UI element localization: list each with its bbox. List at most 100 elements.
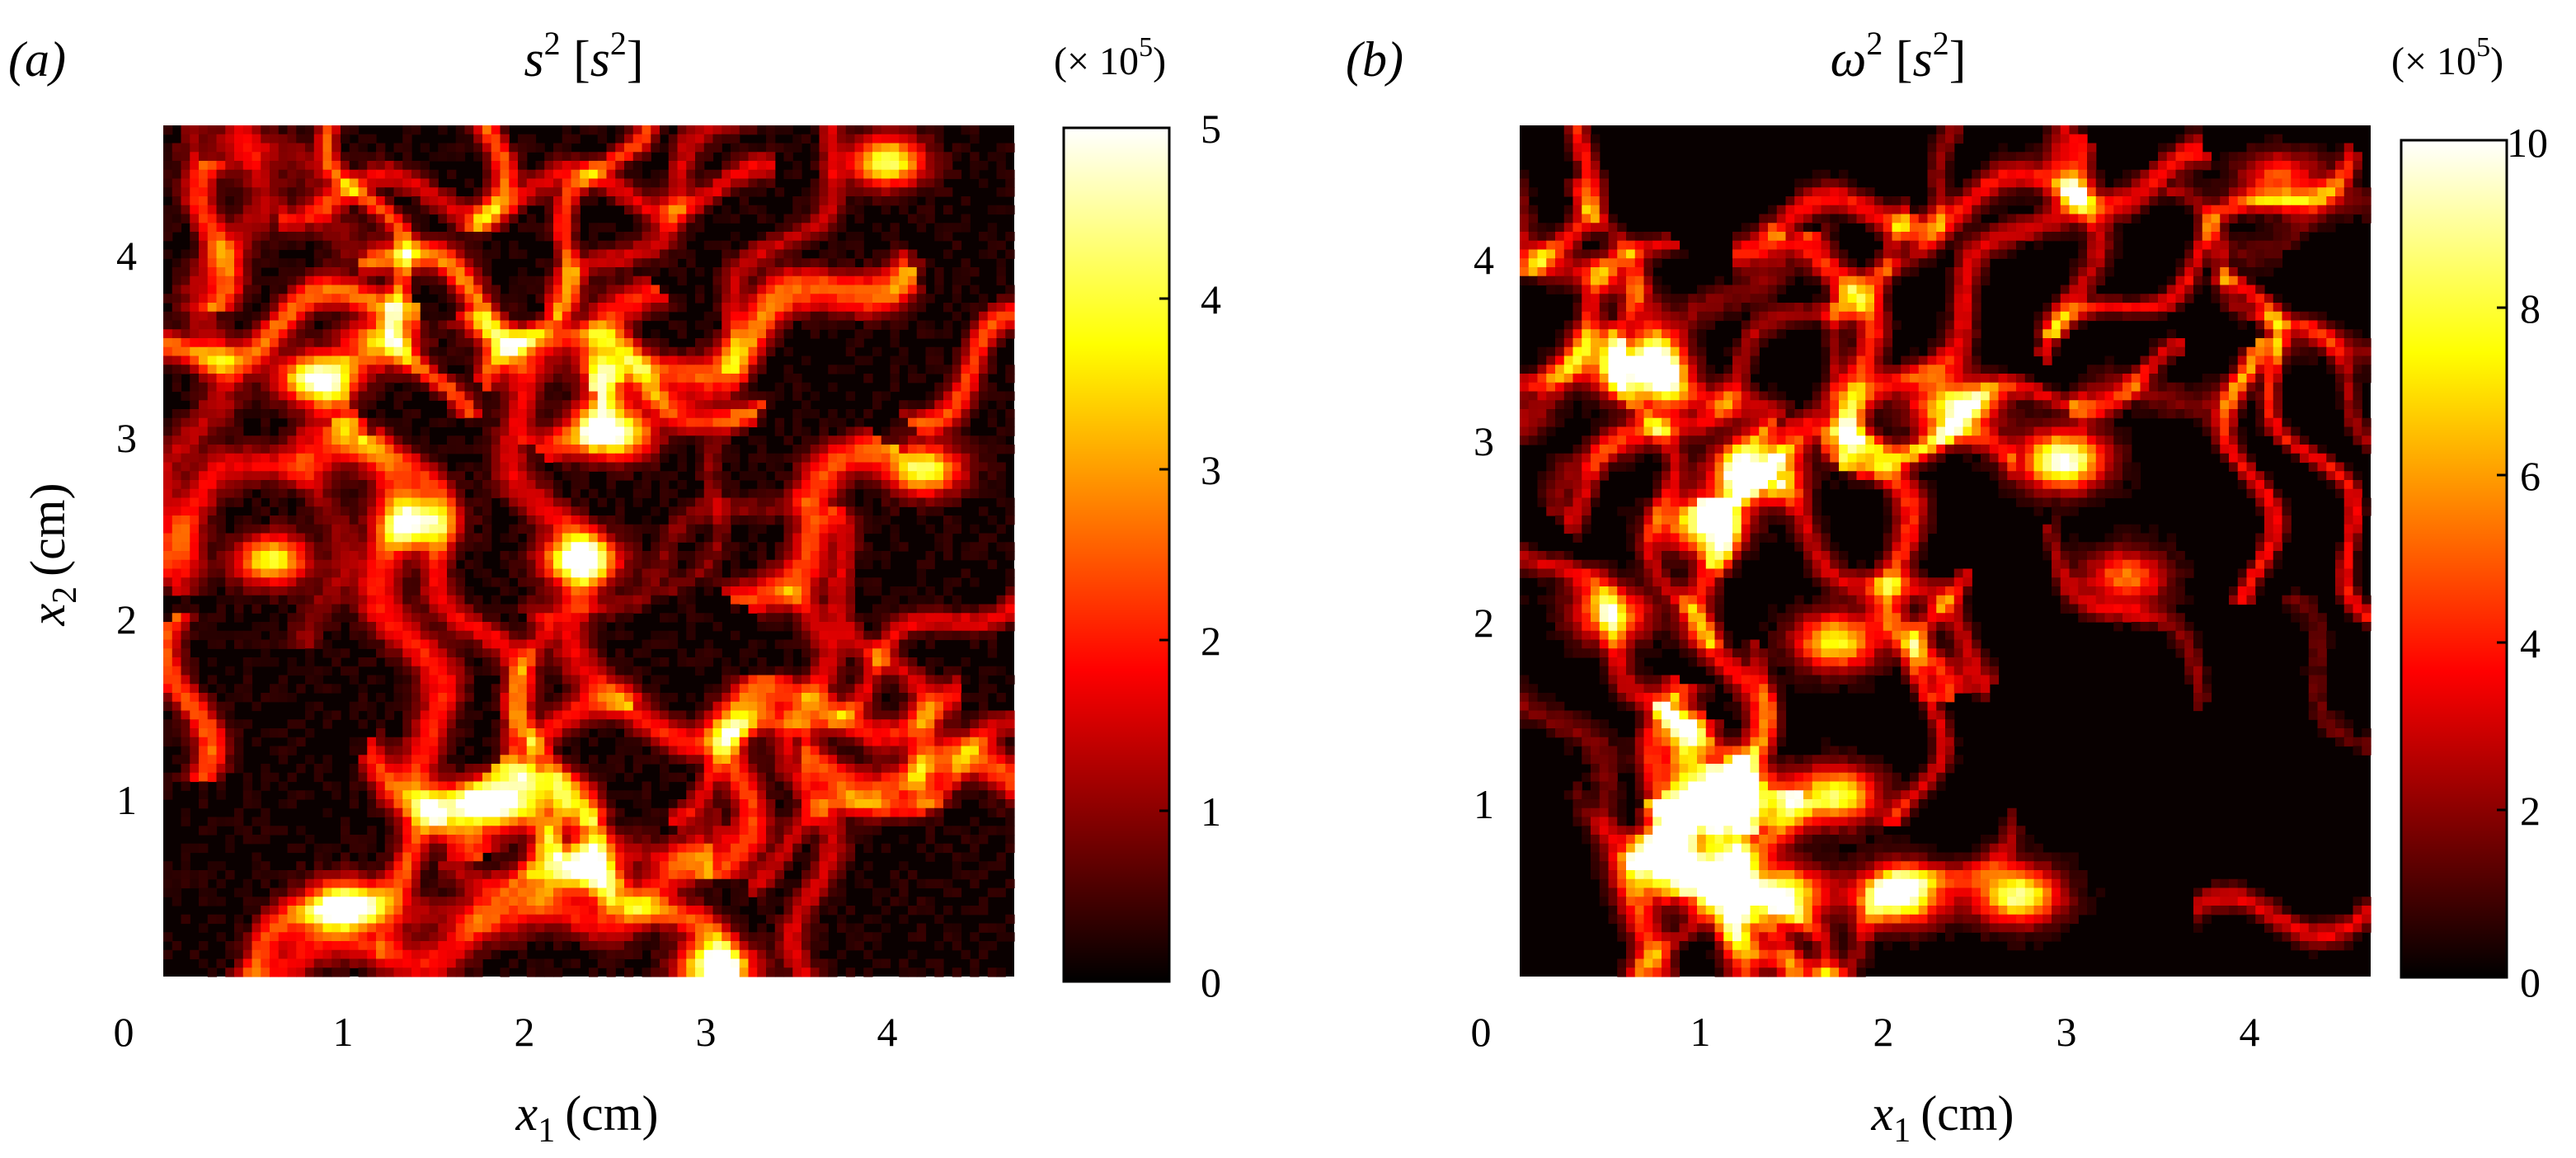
heatmap-cell xyxy=(961,303,971,313)
heatmap-cell xyxy=(455,542,466,552)
heatmap-cell xyxy=(270,143,280,153)
heatmap-cell xyxy=(686,169,696,180)
heatmap-cell xyxy=(970,488,980,499)
heatmap-cell xyxy=(367,338,377,348)
heatmap-cell xyxy=(242,693,253,703)
heatmap-cell xyxy=(562,559,572,570)
heatmap-cell xyxy=(845,161,856,171)
heatmap-cell xyxy=(190,311,200,322)
heatmap-cell xyxy=(916,152,927,162)
heatmap-cell xyxy=(810,258,820,268)
heatmap-cell xyxy=(890,152,900,162)
heatmap-cell xyxy=(580,639,590,649)
heatmap-cell xyxy=(961,320,971,330)
heatmap-cell xyxy=(305,205,315,215)
heatmap-cell xyxy=(615,320,625,330)
heatmap-cell xyxy=(695,497,705,507)
heatmap-cell xyxy=(234,303,244,313)
heatmap-cell xyxy=(731,480,740,490)
heatmap-cell xyxy=(961,267,971,277)
heatmap-cell xyxy=(624,657,634,667)
heatmap-cell xyxy=(163,675,173,685)
heatmap-cell xyxy=(810,666,820,676)
heatmap-cell xyxy=(908,445,918,454)
heatmap-cell xyxy=(819,648,829,658)
heatmap-cell xyxy=(287,595,297,605)
heatmap-cell xyxy=(632,559,643,570)
heatmap-cell xyxy=(455,497,466,507)
heatmap-cell xyxy=(872,223,882,233)
heatmap-cell xyxy=(881,285,891,294)
heatmap-cell xyxy=(845,639,856,649)
heatmap-cell xyxy=(712,196,722,206)
heatmap-cell xyxy=(172,497,182,507)
heatmap-cell xyxy=(571,675,581,685)
heatmap-cell xyxy=(810,639,820,649)
heatmap-cell xyxy=(651,595,660,605)
heatmap-cell xyxy=(455,391,466,401)
heatmap-cell xyxy=(190,666,200,676)
heatmap-cell xyxy=(589,223,599,233)
heatmap-cell xyxy=(881,675,891,685)
heatmap-cell xyxy=(216,471,226,481)
heatmap-cell xyxy=(491,365,501,374)
heatmap-cell xyxy=(845,577,856,587)
heatmap-cell xyxy=(518,480,528,490)
heatmap-cell xyxy=(801,506,811,516)
heatmap-cell xyxy=(278,346,289,357)
heatmap-cell xyxy=(225,249,235,259)
heatmap-cell xyxy=(863,161,873,171)
heatmap-cell xyxy=(863,374,873,384)
heatmap-cell xyxy=(703,657,714,667)
heatmap-cell xyxy=(695,426,705,436)
heatmap-cell xyxy=(234,409,244,419)
heatmap-cell xyxy=(341,462,350,472)
heatmap-cell xyxy=(854,666,864,676)
heatmap-cell xyxy=(544,630,554,641)
heatmap-cell xyxy=(722,577,731,587)
heatmap-cell xyxy=(553,391,563,401)
heatmap-cell xyxy=(845,480,856,490)
heatmap-cell xyxy=(943,320,953,330)
heatmap-cell xyxy=(854,303,864,313)
heatmap-cell xyxy=(455,568,466,578)
heatmap-cell xyxy=(251,542,261,552)
heatmap-cell xyxy=(774,515,785,525)
heatmap-cell xyxy=(668,232,679,242)
heatmap-cell xyxy=(668,435,679,445)
heatmap-cell xyxy=(402,178,412,188)
heatmap-cell xyxy=(287,417,297,428)
heatmap-cell xyxy=(322,435,332,445)
heatmap-cell xyxy=(518,568,528,578)
heatmap-cell xyxy=(296,214,306,224)
heatmap-cell xyxy=(731,391,740,401)
heatmap-cell xyxy=(597,577,608,587)
heatmap-cell xyxy=(810,223,820,233)
heatmap-cell xyxy=(163,524,173,534)
heatmap-cell xyxy=(739,648,750,658)
heatmap-cell xyxy=(535,365,545,374)
heatmap-cell xyxy=(943,445,953,454)
heatmap-cell xyxy=(748,329,758,339)
heatmap-cell xyxy=(845,462,856,472)
heatmap-cell xyxy=(801,595,811,605)
heatmap-cell xyxy=(668,506,679,516)
heatmap-cell xyxy=(624,240,634,251)
heatmap-cell xyxy=(322,134,332,144)
heatmap-cell xyxy=(934,684,944,694)
heatmap-cell xyxy=(207,693,218,703)
heatmap-cell xyxy=(624,311,634,322)
heatmap-cell xyxy=(393,338,403,348)
heatmap-cell xyxy=(712,497,722,507)
heatmap-cell xyxy=(341,161,350,171)
heatmap-cell xyxy=(429,346,439,357)
heatmap-cell xyxy=(376,232,386,242)
heatmap-cell xyxy=(464,382,474,393)
heatmap-cell xyxy=(438,559,448,570)
heatmap-cell xyxy=(411,559,421,570)
heatmap-cell xyxy=(987,533,998,543)
heatmap-cell xyxy=(961,391,971,401)
heatmap-cell xyxy=(313,559,324,570)
heatmap-cell xyxy=(819,303,829,313)
heatmap-cell xyxy=(792,258,802,268)
